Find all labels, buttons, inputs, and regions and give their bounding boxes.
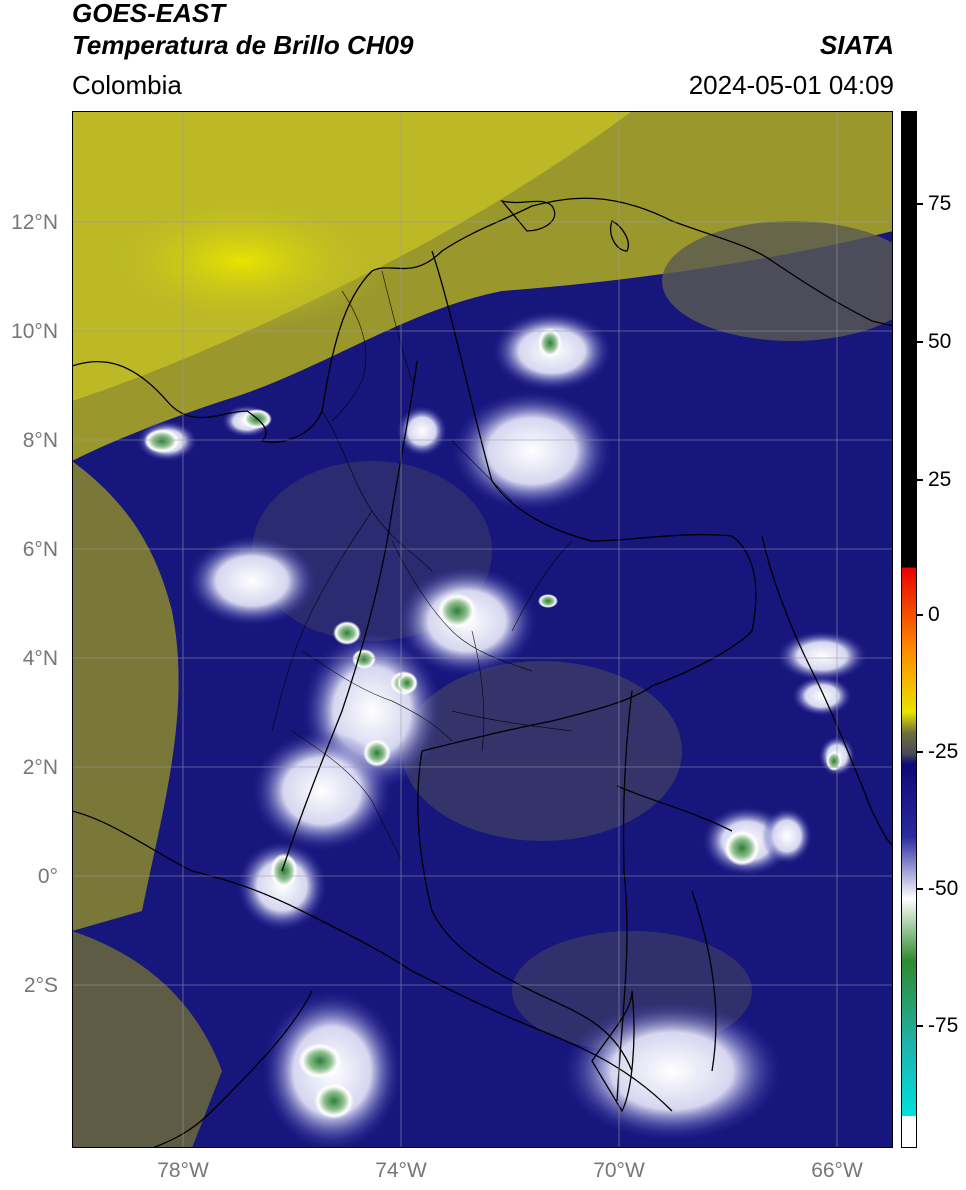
colorbar — [901, 111, 917, 1148]
llanos-gray-region — [402, 661, 682, 841]
colorbar-label-75: 75 — [928, 192, 952, 215]
lon-tick-74w: 74°W — [375, 1159, 427, 1182]
colorbar-label-50: 50 — [928, 330, 952, 353]
cold-cloud-cores — [144, 328, 842, 1119]
northeast-gray-region — [662, 221, 893, 341]
title-line-1: GOES-EAST — [72, 0, 226, 28]
lon-tick-66w: 66°W — [811, 1159, 863, 1182]
colorbar-tick-neg25 — [917, 751, 923, 753]
yellow-warm-patch — [92, 191, 392, 331]
colorbar-tick-25 — [917, 479, 923, 481]
datetime-label: 2024-05-01 04:09 — [688, 70, 894, 100]
colorbar-tick-0 — [917, 614, 923, 616]
gridlines — [72, 111, 893, 1148]
colorbar-tick-neg50 — [917, 888, 923, 890]
pacific-olive-region — [72, 461, 179, 931]
colorbar-label-neg50: -50 — [928, 877, 959, 900]
colorbar-label-0: 0 — [928, 603, 940, 626]
colorbar-tick-50 — [917, 341, 923, 343]
region-label: Colombia — [72, 70, 182, 100]
title-line-2: Temperatura de Brillo CH09 — [72, 30, 414, 60]
lat-tick-8n: 8°N — [22, 429, 58, 452]
colorbar-label-neg25: -25 — [928, 740, 959, 763]
map-frame — [72, 111, 893, 1148]
department-borders — [271, 270, 573, 862]
lat-tick-12n: 12°N — [11, 211, 58, 234]
colorbar-tick-75 — [917, 203, 923, 205]
lat-tick-2s: 2°S — [23, 974, 58, 997]
lat-tick-2n: 2°N — [22, 756, 58, 779]
colorbar-label-neg75: -75 — [928, 1014, 959, 1037]
lon-tick-78w: 78°W — [157, 1159, 209, 1182]
lat-tick-10n: 10°N — [11, 320, 58, 343]
colorbar-tick-neg75 — [917, 1025, 923, 1027]
colorbar-label-25: 25 — [928, 468, 952, 491]
lat-tick-6n: 6°N — [22, 538, 58, 561]
satellite-map[interactable] — [72, 111, 893, 1148]
lon-tick-70w: 70°W — [593, 1159, 645, 1182]
lat-tick-0: 0° — [37, 865, 58, 888]
brand-label: SIATA — [819, 30, 894, 60]
lat-tick-4n: 4°N — [22, 647, 58, 670]
